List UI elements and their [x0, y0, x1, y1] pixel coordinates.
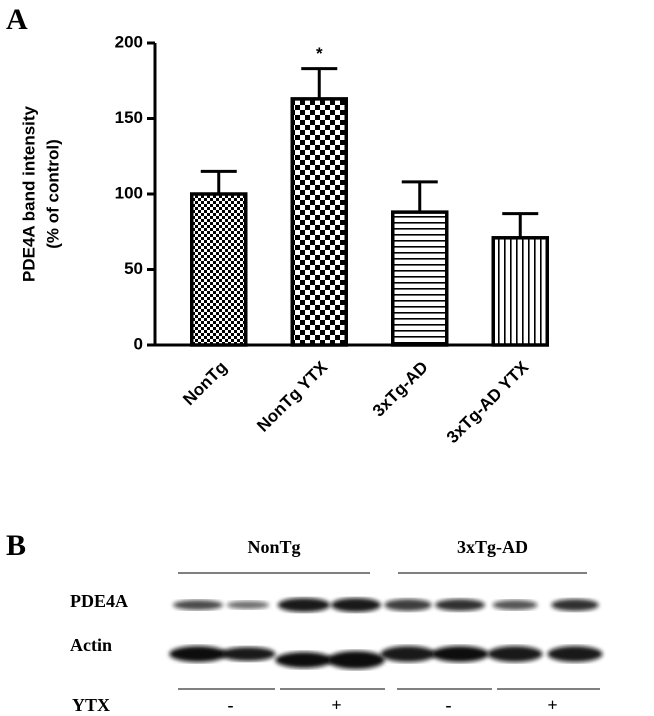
lane-treatment: +	[331, 695, 341, 715]
row-label: Actin	[70, 635, 112, 655]
bar	[190, 192, 248, 347]
y-axis-label: PDE4A band intensity	[19, 105, 38, 282]
x-tick-group: 3xTg-AD	[369, 358, 432, 421]
blot-band	[547, 646, 603, 662]
x-tick-label: 3xTg-AD	[369, 358, 432, 421]
blot-band	[327, 651, 385, 669]
y-tick-label: 100	[115, 183, 143, 202]
bar	[391, 210, 449, 347]
blot-band	[431, 646, 489, 662]
y-axis-label: (% of control)	[43, 139, 62, 249]
x-tick-group: NonTg YTX	[253, 357, 331, 435]
blot-band	[226, 601, 270, 609]
blot-band	[435, 599, 485, 611]
blot-band	[492, 600, 538, 610]
x-tick-group: 3xTg-AD YTX	[443, 357, 533, 447]
blot-band	[277, 598, 331, 612]
y-tick-label: 200	[115, 32, 143, 51]
x-tick-label: NonTg YTX	[253, 357, 331, 435]
x-tick-label: NonTg	[179, 358, 230, 409]
row-label: PDE4A	[70, 591, 128, 611]
annotation: *	[316, 44, 323, 63]
treatment-label: YTX	[72, 695, 110, 715]
blot-band	[551, 599, 599, 611]
blot-band	[380, 646, 436, 662]
panel-label: A	[6, 3, 28, 36]
bar	[491, 236, 549, 347]
lane-treatment: -	[446, 695, 452, 715]
group-label: NonTg	[247, 537, 300, 557]
group-label: 3xTg-AD	[457, 537, 528, 557]
y-tick-label: 50	[124, 259, 143, 278]
lane-treatment: -	[228, 695, 234, 715]
lane-treatment: +	[547, 695, 557, 715]
y-tick-label: 150	[115, 108, 143, 127]
bar	[290, 97, 348, 347]
x-tick-label: 3xTg-AD YTX	[443, 357, 533, 447]
y-tick-label: 0	[134, 334, 143, 353]
blot-band	[331, 598, 381, 612]
blot-band	[384, 599, 432, 611]
panel-label: B	[6, 529, 26, 562]
blot-band	[220, 647, 276, 661]
x-tick-group: NonTg	[179, 358, 230, 409]
blot-band	[275, 652, 333, 668]
blot-band	[487, 646, 543, 662]
blot-band	[169, 646, 227, 662]
blot-band	[173, 600, 223, 610]
